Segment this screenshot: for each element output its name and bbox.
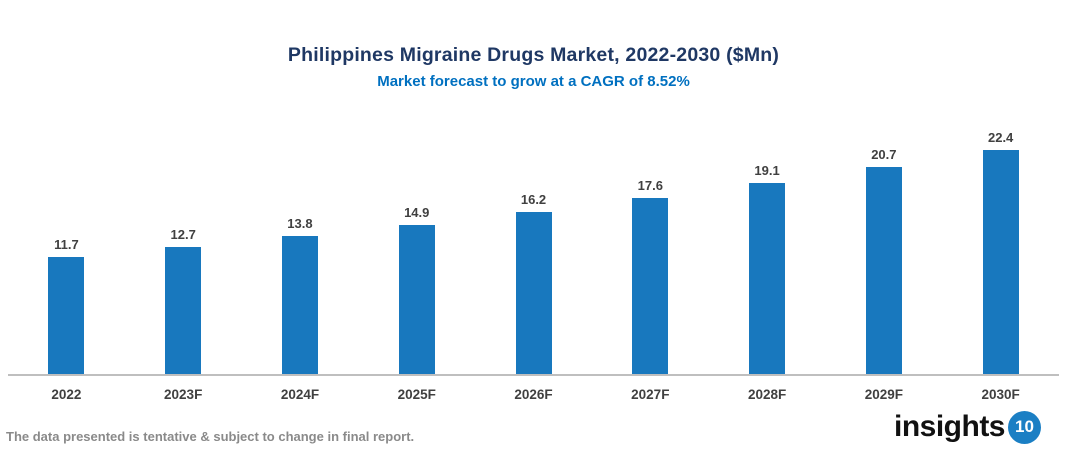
x-axis-tick-label: 2025F <box>397 387 436 402</box>
bar-group: 11.7 <box>8 237 125 374</box>
x-axis-tick-label: 2024F <box>280 387 320 402</box>
chart-title: Philippines Migraine Drugs Market, 2022-… <box>287 44 780 66</box>
bar <box>48 257 85 374</box>
x-axis-tick-label: 2023F <box>164 387 203 402</box>
bar-group: 13.8 <box>242 216 359 374</box>
x-axis-tick-label: 2029F <box>864 387 903 402</box>
bar <box>165 247 202 374</box>
x-axis-tick-label: 2022 <box>51 387 82 402</box>
bar-group: 17.6 <box>592 178 709 374</box>
chart-subtitle: Market forecast to grow at a CAGR of 8.5… <box>377 73 690 90</box>
x-axis-labels: 2022 2023F 2024F 2025F 2026F 2027F 2028F 2029F 2… <box>8 387 1059 402</box>
bar-value-label: 17.6 <box>637 178 663 193</box>
x-axis-tick-label: 2026F <box>514 387 553 402</box>
bar-group: 16.2 <box>475 192 592 374</box>
bar-group: 14.9 <box>358 205 475 374</box>
bar-group: 20.7 <box>825 147 942 374</box>
bar-value-label: 12.7 <box>170 227 196 242</box>
bar-value-label: 16.2 <box>520 192 547 207</box>
bar-value-label: 22.4 <box>987 130 1014 145</box>
insights10-logo: insights 10 <box>894 410 1041 444</box>
bar <box>398 225 435 374</box>
bar-value-label: 13.8 <box>287 216 313 231</box>
disclaimer-text: The data presented is tentative & subjec… <box>6 429 415 444</box>
x-axis-tick-label: 2027F <box>631 387 670 402</box>
bars-row: 11.7 12.7 13.8 14.9 16.2 17.6 19.1 20.7 22.4 <box>8 130 1059 374</box>
bar-group: 22.4 <box>942 130 1059 374</box>
bar-group: 12.7 <box>125 227 242 374</box>
x-axis-tick-label: 2030F <box>981 387 1020 402</box>
bar-value-label: 14.9 <box>404 205 430 220</box>
x-axis-tick-label: 2028F <box>747 387 787 402</box>
bar <box>982 150 1019 374</box>
bar-value-label: 19.1 <box>754 163 780 178</box>
bar-value-label: 11.7 <box>54 237 79 252</box>
logo-badge-icon: 10 <box>1008 410 1041 444</box>
bar <box>515 212 552 374</box>
bar-chart: 11.7 12.7 13.8 14.9 16.2 17.6 19.1 20.7 22.4 202… <box>8 110 1059 454</box>
bar <box>749 183 786 374</box>
bar <box>281 236 318 374</box>
x-axis-line <box>8 374 1059 376</box>
bar <box>865 167 902 374</box>
bar <box>632 198 669 374</box>
logo-text: insights <box>893 410 1006 443</box>
bar-group: 19.1 <box>709 163 826 374</box>
bar-value-label: 20.7 <box>871 147 897 162</box>
chart-header: Philippines Migraine Drugs Market, 2022-… <box>0 44 1067 90</box>
